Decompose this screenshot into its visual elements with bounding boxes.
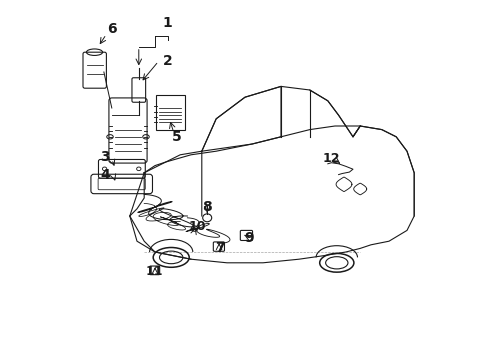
Text: 8: 8 bbox=[202, 200, 212, 214]
Text: 3: 3 bbox=[100, 150, 110, 163]
Text: 7: 7 bbox=[215, 242, 224, 255]
Text: 6: 6 bbox=[107, 22, 117, 36]
Text: 12: 12 bbox=[322, 152, 340, 165]
Text: 11: 11 bbox=[146, 265, 163, 278]
Text: 2: 2 bbox=[163, 54, 172, 68]
Text: 1: 1 bbox=[163, 17, 172, 30]
Text: 9: 9 bbox=[245, 231, 254, 244]
Text: 5: 5 bbox=[172, 130, 181, 144]
Text: 10: 10 bbox=[188, 220, 206, 233]
Text: 4: 4 bbox=[100, 168, 110, 181]
